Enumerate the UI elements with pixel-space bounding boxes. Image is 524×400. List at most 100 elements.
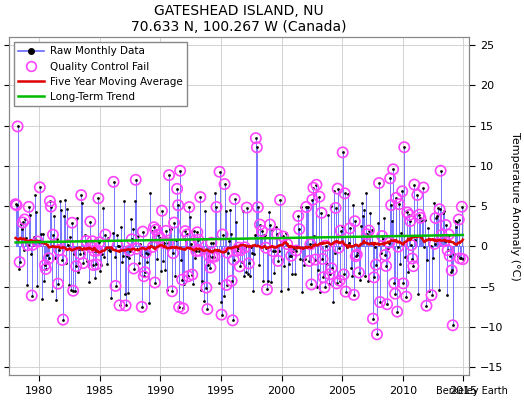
Point <box>385 240 394 246</box>
Point <box>263 286 271 293</box>
Point <box>194 236 202 243</box>
Point <box>423 257 432 264</box>
Point <box>61 197 69 203</box>
Point <box>137 252 145 258</box>
Point <box>144 251 152 257</box>
Point <box>67 286 75 293</box>
Point <box>294 213 302 219</box>
Point <box>225 207 234 214</box>
Point <box>305 258 313 264</box>
Point <box>231 196 239 202</box>
Point <box>156 234 164 241</box>
Point <box>370 274 378 280</box>
Point <box>235 244 243 251</box>
Point <box>177 257 185 263</box>
Point <box>202 284 211 291</box>
Point <box>456 255 465 262</box>
Point <box>371 244 379 251</box>
Point <box>328 265 336 272</box>
Point <box>436 168 445 174</box>
Point <box>287 252 296 259</box>
Point <box>228 317 237 324</box>
Point <box>79 260 88 266</box>
Point <box>58 257 66 263</box>
Point <box>86 218 94 225</box>
Point <box>392 195 400 201</box>
Point <box>220 293 228 300</box>
Point <box>221 208 230 214</box>
Point <box>405 212 413 218</box>
Point <box>406 218 414 224</box>
Point <box>49 232 57 238</box>
Point <box>412 233 421 239</box>
Point <box>130 198 139 204</box>
Point <box>262 244 270 251</box>
Point <box>236 247 245 253</box>
Point <box>152 226 160 233</box>
Point <box>247 244 255 250</box>
Point <box>403 209 411 216</box>
Point <box>431 215 440 221</box>
Point <box>245 260 253 267</box>
Point <box>389 166 397 172</box>
Point <box>457 204 466 210</box>
Point <box>205 253 214 260</box>
Point <box>336 228 345 234</box>
Point <box>93 247 102 254</box>
Point <box>367 240 375 246</box>
Point <box>170 220 178 226</box>
Point <box>135 260 143 266</box>
Point <box>340 271 348 278</box>
Point <box>253 144 261 150</box>
Point <box>308 196 316 203</box>
Point <box>241 244 249 250</box>
Point <box>72 263 80 269</box>
Point <box>269 248 277 254</box>
Point <box>280 262 288 269</box>
Point <box>181 228 189 234</box>
Point <box>422 302 431 309</box>
Point <box>197 287 205 294</box>
Point <box>64 242 72 248</box>
Point <box>127 236 136 242</box>
Point <box>111 283 119 289</box>
Point <box>185 204 193 210</box>
Point <box>325 271 334 277</box>
Point <box>455 255 464 262</box>
Point <box>422 302 431 309</box>
Point <box>441 238 449 244</box>
Point <box>407 242 416 248</box>
Point <box>258 228 266 234</box>
Point <box>17 226 26 232</box>
Point <box>277 288 285 294</box>
Point <box>15 259 24 265</box>
Point <box>59 316 67 323</box>
Point <box>341 190 349 196</box>
Point <box>373 331 381 338</box>
Point <box>292 247 300 254</box>
Point <box>380 215 388 222</box>
Point <box>256 221 264 228</box>
Point <box>399 280 408 287</box>
Point <box>453 218 461 225</box>
Point <box>60 213 68 220</box>
Point <box>138 304 146 310</box>
Point <box>140 269 149 276</box>
Point <box>375 180 383 186</box>
Point <box>373 331 381 338</box>
Point <box>428 254 436 261</box>
Point <box>202 284 211 291</box>
Point <box>39 231 47 237</box>
Point <box>353 252 361 258</box>
Point <box>419 184 428 191</box>
Point <box>56 198 64 204</box>
Point <box>394 244 402 250</box>
Point <box>264 278 272 284</box>
Point <box>458 256 467 262</box>
Point <box>160 240 168 246</box>
Point <box>414 291 422 297</box>
Point <box>439 210 447 216</box>
Point <box>278 256 286 262</box>
Point <box>266 221 274 228</box>
Point <box>96 268 105 274</box>
